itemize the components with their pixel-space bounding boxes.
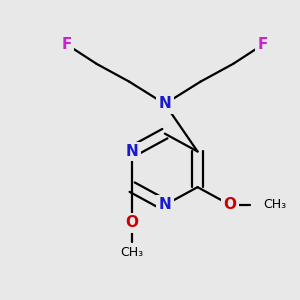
Text: N: N <box>158 197 171 212</box>
Text: N: N <box>126 144 139 159</box>
Text: CH₃: CH₃ <box>263 199 286 212</box>
Text: CH₃: CH₃ <box>121 246 144 259</box>
Text: O: O <box>126 215 139 230</box>
Text: F: F <box>61 37 72 52</box>
Text: F: F <box>258 37 268 52</box>
Text: O: O <box>224 197 237 212</box>
Text: N: N <box>158 96 171 111</box>
